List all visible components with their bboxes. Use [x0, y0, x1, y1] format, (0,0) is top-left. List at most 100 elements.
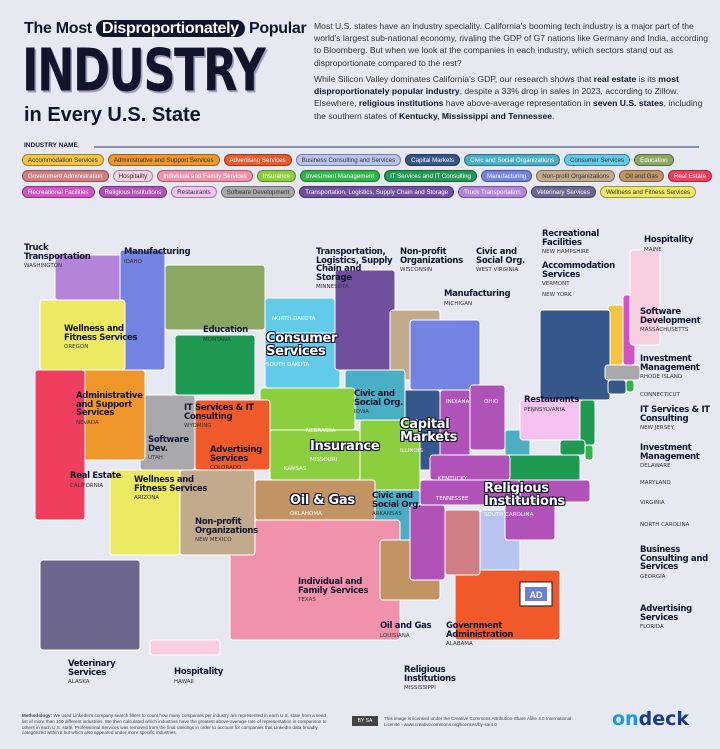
- state-name: OKLAHOMA: [290, 511, 322, 517]
- state-label: Hospitality MAINE: [644, 236, 718, 254]
- state-south-carolina: [504, 499, 556, 541]
- us-map: AD: [34, 249, 661, 656]
- industry-name: Hospitality: [174, 667, 223, 677]
- state-label: Recreational Facilities NEW HAMPSHIRE: [542, 230, 618, 257]
- state-name: VERMONT: [542, 281, 570, 287]
- legend-item: Wellness and Fitness Services: [599, 186, 697, 198]
- state-name: RHODE ISLAND: [640, 374, 683, 380]
- state-label: Religious Institutions SOUTH CAROLINA: [484, 482, 594, 522]
- state-delaware: [584, 444, 594, 461]
- state-name: MINNESOTA: [316, 284, 349, 290]
- state-label: Transportation, Logistics, Supply Chain …: [316, 248, 396, 292]
- state-name: OREGON: [64, 344, 89, 350]
- industry-name: Non-profit Organizations: [400, 247, 463, 266]
- intro-paragraph-2: While Silicon Valley dominates Californi…: [314, 74, 703, 121]
- state-name: MAINE: [644, 246, 662, 253]
- legend-item: Civic and Social Organizations: [464, 154, 561, 166]
- legend-title: INDUSTRY NAME: [24, 142, 78, 149]
- industry-name: Software Development: [640, 307, 701, 326]
- state-name: ALASKA: [68, 679, 90, 685]
- industry-name: Advertising Services: [210, 445, 262, 464]
- legend-item: Individual and Family Services: [157, 170, 253, 182]
- state-label: Business Consulting and Services GEORGIA: [640, 546, 720, 581]
- state-label: Oil & Gas OKLAHOMA: [290, 494, 368, 521]
- legend: Accommodation Services Administrative and…: [22, 154, 712, 198]
- divider: [94, 146, 699, 148]
- industry-name: Administrative and Support Services: [76, 391, 143, 418]
- state-name: KANSAS: [284, 466, 307, 472]
- state-name: WASHINGTON: [24, 263, 63, 269]
- state-name: WISCONSIN: [400, 267, 433, 273]
- state-label: Hospitality HAWAII: [174, 668, 254, 686]
- state-label: IT Services & IT Consulting WYOMING: [184, 404, 276, 431]
- state-name: SOUTH DAKOTA: [266, 362, 310, 368]
- state-label: NEBRASKA: [306, 426, 356, 436]
- industry-name: Restaurants: [524, 395, 580, 405]
- state-label: VIRGINIA: [640, 498, 720, 508]
- state-name: CONNECTICUT: [640, 392, 680, 398]
- state-label: Oil and Gas LOUISIANA: [380, 622, 436, 640]
- state-name: NORTH CAROLINA: [640, 522, 690, 528]
- state-name: LOUISIANA: [380, 632, 410, 639]
- state-label: Insurance MISSOURI: [310, 440, 400, 467]
- state-name: FLORIDA: [640, 624, 664, 630]
- state-label: NORTH DAKOTA: [272, 314, 342, 324]
- industry-name: Investment Management: [640, 354, 700, 373]
- state-name: MISSISSIPPI: [404, 685, 436, 691]
- state-label: Non-profit Organizations NEW MEXICO: [195, 518, 277, 545]
- industry-name: Insurance: [310, 439, 380, 454]
- state-name: VIRGINIA: [640, 500, 665, 506]
- industry-name: Non-profit Organizations: [195, 517, 258, 536]
- legend-item: Education: [634, 154, 674, 166]
- state-label: Civic and Social Org. IOWA: [354, 390, 424, 417]
- state-label: Manufacturing MICHIGAN: [444, 290, 524, 308]
- legend-item: Software Development: [220, 186, 296, 198]
- state-name: OHIO: [484, 399, 499, 405]
- state-name: NEW HAMPSHIRE: [542, 249, 590, 255]
- state-rhode-island: [625, 379, 635, 393]
- state-label: INDIANA: [446, 397, 480, 407]
- legend-item: Real Estate: [667, 170, 712, 182]
- state-hawaii: [149, 639, 221, 656]
- state-name: KENTUCKY: [438, 476, 468, 482]
- title-line-1: The Most Disproportionately Popular: [24, 20, 307, 38]
- industry-name: Truck Transportation: [24, 243, 91, 262]
- industry-name: Software Dev.: [148, 435, 189, 454]
- industry-name: Wellness and Fitness Services: [134, 475, 208, 494]
- industry-name: Government Administration: [446, 621, 514, 640]
- industry-name: Veterinary Services: [68, 659, 116, 678]
- legend-item: Capital Markets: [405, 154, 461, 166]
- industry-name: Civic and Social Org.: [372, 491, 421, 510]
- state-pennsylvania: [519, 399, 581, 441]
- state-name: MISSOURI: [310, 457, 338, 463]
- state-name: TEXAS: [298, 597, 316, 603]
- state-label: TENNESSEE: [436, 494, 476, 504]
- industry-name: Recreational Facilities: [542, 229, 599, 248]
- state-label: KANSAS: [284, 464, 324, 474]
- state-label: Civic and Social Org. ARKANSAS: [372, 492, 436, 519]
- industry-name: Real Estate: [70, 471, 122, 481]
- industry-name: IT Services & IT Consulting: [184, 403, 254, 422]
- state-label: Advertising Services COLORADO: [210, 446, 280, 473]
- svg-text:AD: AD: [530, 590, 543, 600]
- state-name: NEW YORK: [542, 292, 572, 298]
- industry-name: Education: [203, 325, 248, 335]
- legend-item: Transportation, Logistics, Supply Chain …: [299, 186, 455, 198]
- state-new-york: [539, 309, 611, 401]
- legend-item: Manufacturing: [481, 170, 533, 182]
- cc-license-icon: BY SA: [352, 716, 378, 726]
- license-text: This image is licensed under the Creativ…: [384, 716, 572, 727]
- page-title: INDUSTRY: [22, 36, 266, 106]
- state-connecticut: [607, 379, 627, 395]
- state-label: Investment Management DELAWARE: [640, 444, 720, 471]
- state-wyoming: [174, 334, 256, 396]
- legend-item: Government Administration: [22, 170, 109, 182]
- state-california: [34, 369, 86, 521]
- state-label: IT Services & IT Consulting NEW JERSEY: [640, 406, 720, 433]
- state-label: Consumer Services SOUTH DAKOTA: [266, 332, 376, 372]
- state-maine: [629, 249, 661, 346]
- industry-name: Capital Markets: [400, 417, 458, 445]
- state-label: NEW YORK: [542, 290, 582, 300]
- industry-name: Advertising Services: [640, 604, 692, 623]
- state-massachusetts: [604, 364, 641, 381]
